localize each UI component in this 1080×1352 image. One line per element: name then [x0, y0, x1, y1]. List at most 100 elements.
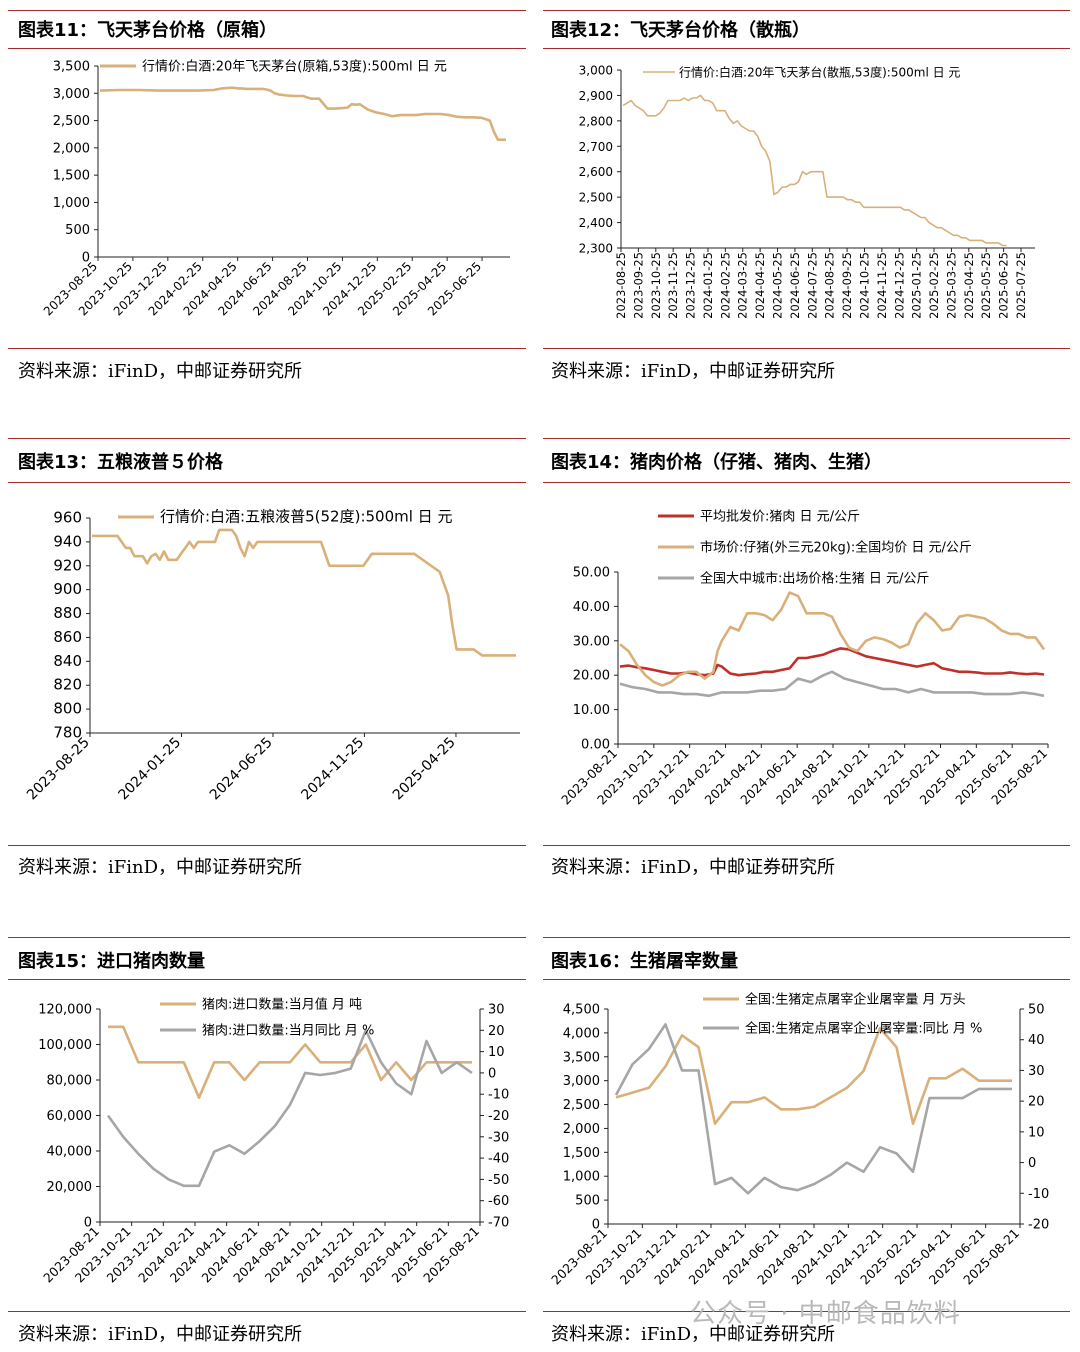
source-note: 资料来源：iFinD，中邮证券研究所 — [18, 361, 303, 382]
source-note: 资料来源：iFinD，中邮证券研究所 — [18, 1324, 303, 1345]
legend-label: 全国:生猪定点屠宰企业屠宰量 月 万头 — [745, 992, 966, 1008]
rule — [543, 937, 1070, 938]
rule — [8, 845, 526, 846]
y-tick-label: 20,000 — [47, 1180, 93, 1195]
chart-11: 05001,0001,5002,0002,5003,0003,5002023-0… — [41, 59, 510, 318]
y-tick-label: 800 — [53, 700, 82, 718]
y-tick-label: 2,500 — [579, 191, 613, 205]
legend-label: 平均批发价:猪肉 日 元/公斤 — [700, 509, 860, 525]
y2-tick-label: 10 — [488, 1045, 505, 1060]
chart-title: 图表16：生猪屠宰数量 — [551, 951, 739, 972]
x-tick-label: 2025-04-25 — [390, 735, 459, 804]
rule — [543, 48, 1070, 49]
x-tick-label: 2024-07-25 — [805, 252, 819, 319]
y-tick-label: 3,000 — [563, 1074, 600, 1089]
y2-tick-label: -60 — [488, 1194, 509, 1209]
y2-tick-label: -10 — [1028, 1187, 1049, 1202]
y-tick-label: 4,500 — [563, 1003, 600, 1018]
rule — [8, 937, 526, 938]
x-tick-label: 2024-05-25 — [771, 252, 785, 319]
y2-tick-label: -30 — [488, 1130, 509, 1145]
y2-tick-label: 0 — [1028, 1156, 1036, 1171]
y-tick-label: 860 — [53, 628, 82, 646]
y-tick-label: 1,000 — [53, 196, 90, 211]
y2-tick-label: 30 — [1028, 1064, 1045, 1079]
y2-tick-label: -20 — [1028, 1218, 1049, 1233]
y-tick-label: 780 — [53, 724, 82, 742]
x-tick-label: 2023-12-25 — [684, 252, 698, 319]
y2-tick-label: -10 — [488, 1088, 509, 1103]
chart-14: 0.0010.0020.0030.0040.0050.002023-08-212… — [558, 509, 1050, 808]
source-note: 资料来源：iFinD，中邮证券研究所 — [551, 361, 836, 382]
legend-label: 全国大中城市:出场价格:生猪 日 元/公斤 — [700, 571, 929, 587]
x-tick-label: 2023-08-25 — [24, 735, 93, 804]
y-tick-label: 2,400 — [579, 216, 613, 230]
x-tick-label: 2024-08-25 — [823, 252, 837, 319]
series-line — [619, 647, 1045, 677]
y-tick-label: 3,000 — [579, 64, 613, 78]
x-tick-label: 2024-11-25 — [298, 735, 367, 804]
rule — [543, 979, 1070, 980]
chart-title: 图表13：五粮液普５价格 — [18, 452, 224, 473]
x-tick-label: 2023-09-25 — [631, 252, 645, 319]
y-tick-label: 2,300 — [579, 242, 613, 256]
y-tick-label: 940 — [53, 532, 82, 550]
y2-tick-label: 10 — [1028, 1125, 1045, 1140]
series-line — [99, 86, 506, 141]
x-tick-label: 2024-01-25 — [701, 252, 715, 319]
y-tick-label: 0 — [592, 1218, 600, 1233]
y-tick-label: 0.00 — [581, 738, 610, 753]
y-tick-label: 3,000 — [53, 87, 90, 102]
y2-tick-label: -70 — [488, 1216, 509, 1231]
rule — [8, 348, 526, 349]
y-tick-label: 500 — [65, 223, 90, 238]
chart-12: 2,300 2,400 2,500 2,600 2,700 2,800 2,900 3,000… — [579, 64, 1035, 319]
y-tick-label: 0 — [82, 251, 90, 266]
rule — [543, 1311, 1070, 1312]
y-tick-label: 2,900 — [579, 89, 613, 103]
x-tick-label: 2024-06-25 — [207, 735, 276, 804]
series-line — [619, 670, 1045, 698]
y-tick-label: 920 — [53, 556, 82, 574]
series-line — [619, 591, 1046, 687]
y-tick-label: 2,500 — [563, 1098, 600, 1113]
rule — [8, 438, 526, 439]
x-tick-label: 2024-11-25 — [875, 252, 889, 319]
y-tick-label: 2,800 — [579, 114, 613, 128]
rule — [543, 845, 1070, 846]
series-line — [108, 1025, 472, 1099]
y-tick-label: 1,500 — [53, 169, 90, 184]
x-tick-label: 2023-08-25 — [614, 252, 628, 319]
chart-title: 图表14：猪肉价格（仔猪、猪肉、生猪） — [551, 452, 883, 473]
chart-title: 图表15：进口猪肉数量 — [18, 951, 206, 972]
series-line — [614, 1023, 1012, 1195]
x-tick-label: 2025-07-25 — [1014, 252, 1028, 319]
y2-tick-label: -50 — [488, 1173, 509, 1188]
x-tick-label: 2024-04-25 — [753, 252, 767, 319]
y-tick-label: 80,000 — [47, 1074, 93, 1089]
y-tick-label: 880 — [53, 604, 82, 622]
y-tick-label: 0 — [84, 1216, 92, 1231]
rule — [8, 979, 526, 980]
legend-label: 行情价:白酒:20年飞天茅台(原箱,53度):500ml 日 元 — [142, 59, 447, 75]
rule — [543, 482, 1070, 483]
chart-title: 图表12：飞天茅台价格（散瓶） — [551, 20, 811, 41]
legend-label: 行情价:白酒:20年飞天茅台(散瓶,53度):500ml 日 元 — [679, 65, 960, 80]
legend-label: 市场价:仔猪(外三元20kg):全国均价 日 元/公斤 — [700, 540, 972, 556]
x-tick-label: 2024-01-25 — [115, 735, 184, 804]
y-tick-label: 2,500 — [53, 114, 90, 129]
rule — [543, 10, 1070, 11]
chart-16: 05001,0001,5002,0002,5003,0003,5004,0004… — [548, 992, 1049, 1288]
y2-tick-label: 40 — [1028, 1033, 1045, 1048]
y-tick-label: 60,000 — [47, 1109, 93, 1124]
x-tick-label: 2024-10-25 — [857, 252, 871, 319]
series-line — [106, 1029, 473, 1188]
y2-tick-label: 0 — [488, 1066, 496, 1081]
x-tick-label: 2024-12-25 — [892, 252, 906, 319]
x-tick-label: 2023-10-25 — [649, 252, 663, 319]
x-tick-label: 2025-05-25 — [979, 252, 993, 319]
x-tick-label: 2025-04-25 — [962, 252, 976, 319]
y-tick-label: 840 — [53, 652, 82, 670]
y-tick-label: 40,000 — [47, 1145, 93, 1160]
x-tick-label: 2025-06-25 — [997, 252, 1011, 319]
